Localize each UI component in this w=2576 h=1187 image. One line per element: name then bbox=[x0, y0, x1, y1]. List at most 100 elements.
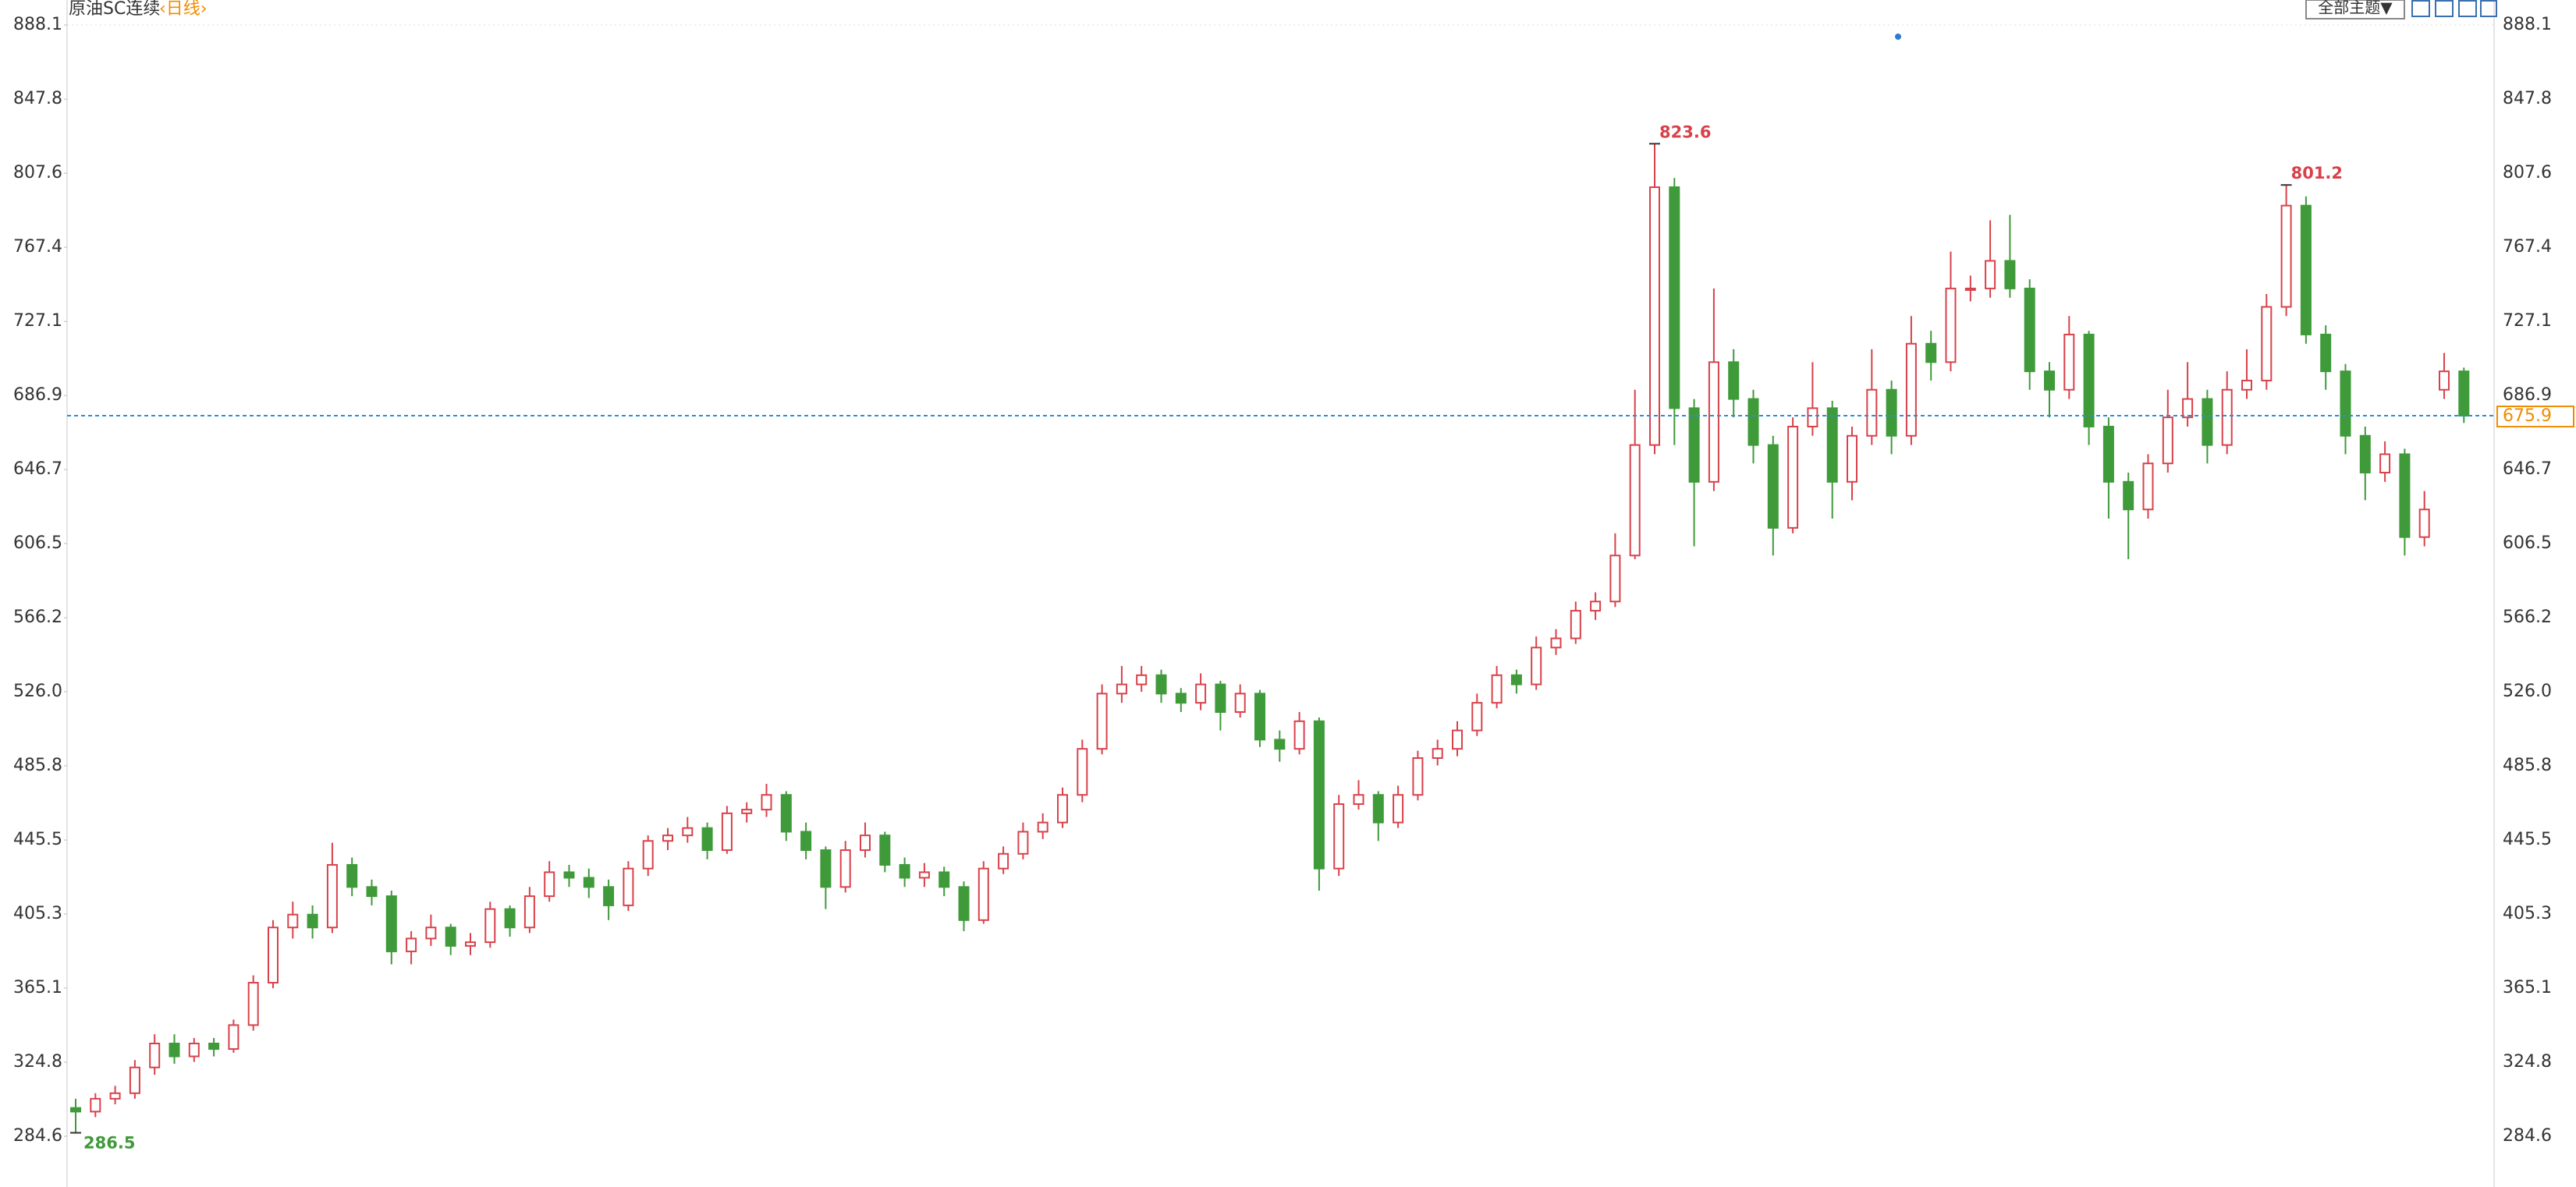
candle-body bbox=[820, 849, 832, 888]
y-tick-label: 767.4 bbox=[13, 237, 62, 257]
candle-body bbox=[1136, 674, 1148, 686]
candle-body bbox=[1372, 794, 1384, 824]
y2-tick-label: 405.3 bbox=[2503, 904, 2552, 923]
high-label: 801.2 bbox=[2291, 164, 2343, 182]
y2-tick-label: 767.4 bbox=[2503, 237, 2552, 257]
candle-body bbox=[2221, 388, 2233, 446]
candle-body bbox=[1629, 444, 1641, 557]
y-tick-label: 646.7 bbox=[13, 459, 62, 479]
y-tick-label: 405.3 bbox=[13, 904, 62, 923]
candle-body bbox=[701, 827, 713, 852]
candle-body bbox=[623, 867, 634, 906]
candle-body bbox=[899, 863, 910, 879]
toolbar-icons bbox=[2411, 0, 2497, 17]
candle-body bbox=[603, 886, 615, 906]
candle-body bbox=[2162, 416, 2173, 465]
candle-body bbox=[1609, 555, 1621, 603]
candle-body bbox=[287, 913, 299, 929]
icon[interactable] bbox=[2435, 0, 2454, 17]
y2-tick-label: 727.1 bbox=[2503, 311, 2552, 331]
candle-body bbox=[169, 1042, 180, 1058]
candle-body bbox=[326, 863, 338, 929]
marker-dot bbox=[1895, 34, 1901, 40]
candle-body bbox=[780, 794, 792, 833]
candle-body bbox=[918, 871, 930, 879]
candle-body bbox=[1747, 398, 1759, 446]
candle-body bbox=[998, 852, 1009, 870]
candle-body bbox=[2044, 370, 2055, 391]
candle-body bbox=[2182, 398, 2194, 419]
candle-body bbox=[1293, 720, 1305, 750]
candle-body bbox=[1531, 647, 1542, 686]
candle-body bbox=[1313, 720, 1325, 870]
y-tick-label: 727.1 bbox=[13, 311, 62, 331]
y-tick-label: 888.1 bbox=[13, 15, 62, 34]
candle-body bbox=[1353, 794, 1364, 806]
candle-body bbox=[544, 871, 555, 898]
y2-tick-label: 566.2 bbox=[2503, 608, 2552, 627]
low-label: 286.5 bbox=[83, 1134, 135, 1153]
high-label: 823.6 bbox=[1659, 122, 1711, 141]
candle-body bbox=[2083, 333, 2095, 427]
candle-body bbox=[1649, 186, 1660, 446]
candle-body bbox=[129, 1066, 140, 1094]
candle-body bbox=[2004, 260, 2016, 289]
candle-body bbox=[1175, 693, 1187, 704]
candle-body bbox=[1847, 434, 1857, 483]
y-tick-label: 686.9 bbox=[13, 385, 62, 405]
candle-body bbox=[1985, 260, 1996, 289]
candle-body bbox=[1274, 739, 1286, 750]
y2-tick-label: 888.1 bbox=[2503, 15, 2552, 34]
candle-body bbox=[2399, 453, 2411, 538]
candle-body bbox=[1491, 674, 1503, 704]
y-tick-label: 807.6 bbox=[13, 163, 62, 182]
theme-button-label[interactable]: 全部主题▼ bbox=[2318, 0, 2393, 17]
candle-body bbox=[583, 877, 594, 888]
last-price-label: 675.9 bbox=[2503, 406, 2552, 426]
candle-body bbox=[346, 863, 358, 888]
y-tick-label: 526.0 bbox=[13, 682, 62, 701]
y2-tick-label: 686.9 bbox=[2503, 385, 2552, 405]
candle-body bbox=[1077, 748, 1088, 796]
y2-tick-label: 807.6 bbox=[2503, 163, 2552, 182]
chart-title: 原油SC连续 bbox=[69, 0, 160, 19]
candle-body bbox=[1195, 683, 1207, 704]
theme-button[interactable] bbox=[2305, 0, 2405, 19]
candle-body bbox=[425, 927, 437, 940]
y2-tick-label: 526.0 bbox=[2503, 682, 2552, 701]
period-label[interactable]: ‹日线› bbox=[159, 0, 208, 19]
y2-tick-label: 284.6 bbox=[2503, 1126, 2552, 1146]
candle-body bbox=[1688, 407, 1700, 483]
icon[interactable] bbox=[2458, 0, 2477, 17]
candle-body bbox=[1037, 821, 1048, 833]
candle-body bbox=[741, 809, 753, 814]
candle-body bbox=[761, 794, 772, 811]
candle-body bbox=[1807, 407, 1818, 427]
candle-body bbox=[2458, 370, 2470, 417]
candle-body bbox=[2300, 204, 2312, 335]
candle-body bbox=[2379, 453, 2391, 474]
candle-body bbox=[484, 908, 496, 944]
icon[interactable] bbox=[2411, 0, 2430, 17]
candle-body bbox=[721, 812, 733, 852]
y-tick-label: 485.8 bbox=[13, 756, 62, 775]
candle-body bbox=[2063, 333, 2075, 391]
candle-body bbox=[2340, 370, 2351, 437]
candle-body bbox=[1708, 361, 1719, 483]
candle-body bbox=[1393, 794, 1404, 824]
candle-body bbox=[385, 895, 397, 952]
icon[interactable] bbox=[2480, 0, 2497, 17]
y2-tick-label: 324.8 bbox=[2503, 1052, 2552, 1072]
candle-body bbox=[1767, 444, 1779, 529]
candle-body bbox=[1886, 388, 1897, 437]
candle-body bbox=[1017, 831, 1029, 855]
candle-body bbox=[1432, 748, 1443, 760]
y-tick-label: 445.5 bbox=[13, 830, 62, 849]
candle-body bbox=[1333, 803, 1345, 870]
candle-body bbox=[504, 908, 516, 929]
candle-body bbox=[2320, 333, 2332, 373]
candle-body bbox=[939, 871, 950, 888]
candle-body bbox=[2241, 379, 2252, 391]
candle-body bbox=[662, 834, 673, 842]
candle-body bbox=[1057, 794, 1068, 824]
